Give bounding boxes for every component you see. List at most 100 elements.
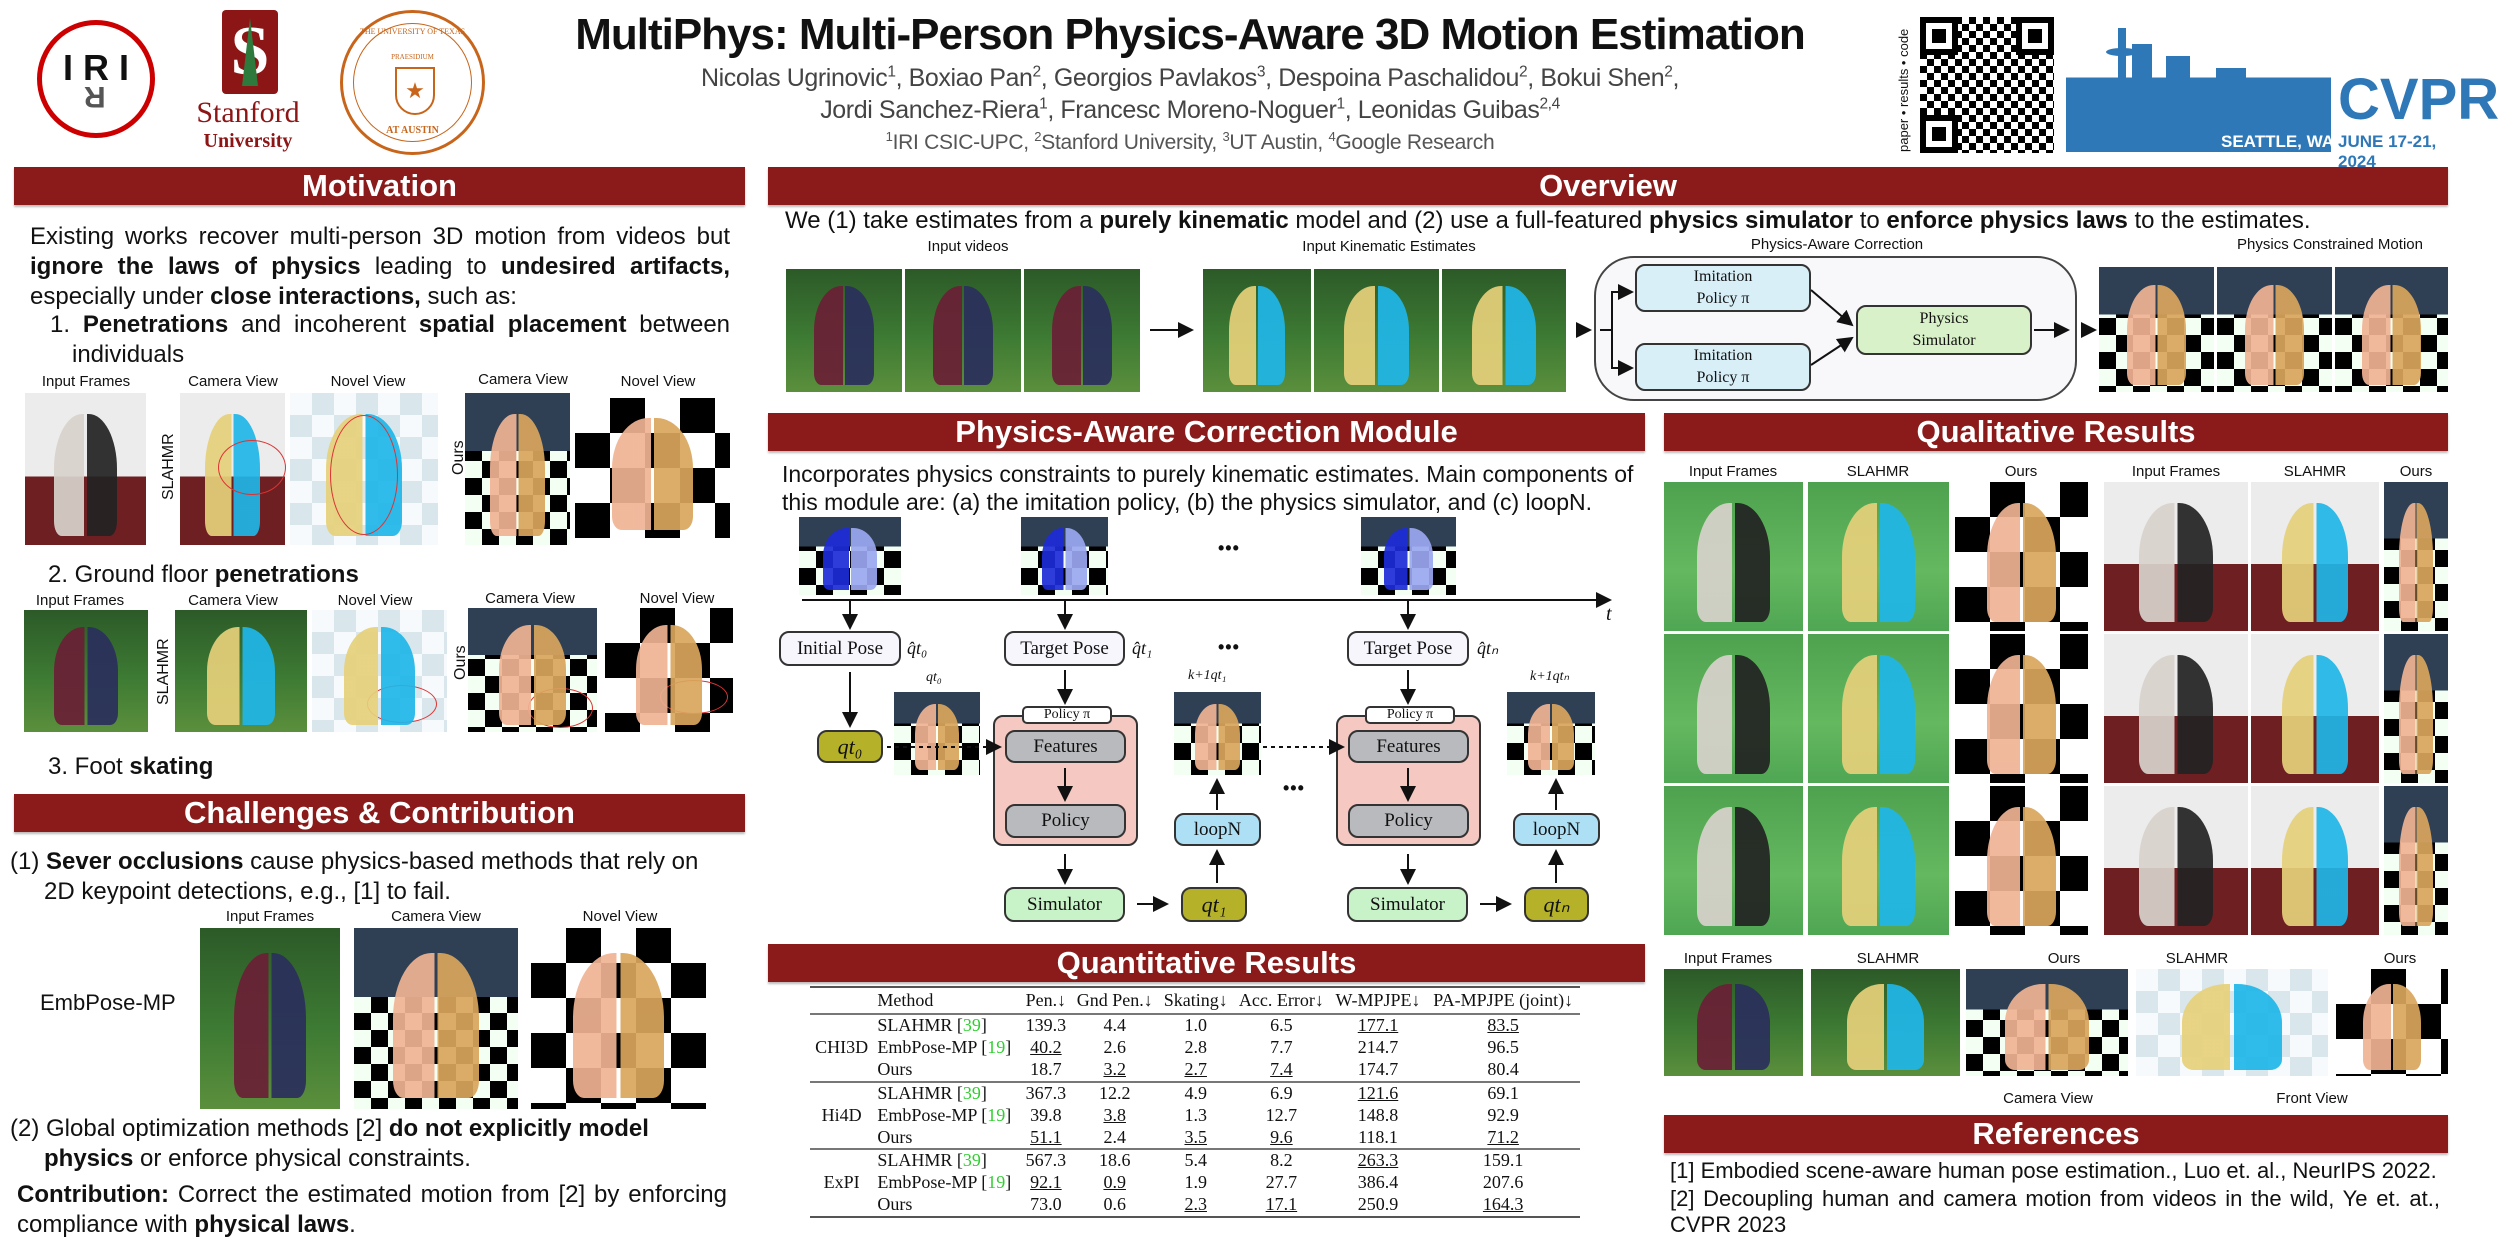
method-cell: Ours (873, 1059, 1020, 1082)
bottom-column-label: Ours (2047, 950, 2081, 967)
value-cell: 2.7 (1184, 1059, 1207, 1080)
value-cell: 96.5 (1487, 1037, 1519, 1058)
value-cell: 367.3 (1025, 1082, 1067, 1103)
column-header (810, 987, 873, 1014)
qualitative-frame (1966, 969, 2128, 1076)
value-cell: 6.5 (1270, 1015, 1293, 1036)
physics-simulator-box: Physics Simulator (1856, 305, 2032, 355)
citation-link[interactable]: 19 (987, 1172, 1006, 1193)
table-row: Ours 18.7 3.2 2.7 7.4 174.7 80.4 (810, 1059, 1580, 1082)
text-segment: undesired artifacts, (500, 253, 731, 280)
dataset-label (810, 1082, 873, 1105)
bottom-column-label: Ours (2383, 950, 2417, 967)
value-cell: 2.3 (1184, 1194, 1207, 1215)
table-row: Ours 73.0 0.6 2.3 17.1 250.9 164.3 (810, 1194, 1580, 1217)
qualitative-frame (2104, 786, 2248, 935)
text-segment: 2 (1664, 63, 1673, 81)
kinematic-estimate-frame (1203, 269, 1311, 392)
citation-link[interactable]: 39 (962, 1150, 981, 1171)
ut-austin-seal: THE UNIVERSITY OF TEXAS PRAESIDIUM ★ AT … (340, 10, 485, 155)
input-video-frame (1024, 269, 1140, 392)
ellipsis: ••• (1218, 637, 1240, 657)
target-frame-n (1361, 517, 1456, 595)
qualitative-frame (2336, 969, 2448, 1076)
text-segment: , Despoina Paschalidou (1265, 64, 1519, 92)
method-name: SLAHMR (877, 1150, 953, 1171)
circle-annotation (218, 440, 286, 495)
qualitative-frame (1808, 786, 1949, 935)
value-cell: 73.0 (1030, 1194, 1062, 1215)
text-segment: (1) (10, 848, 46, 875)
features-box: Features (1005, 730, 1126, 763)
text-segment: (2) Global optimization methods [2] (10, 1115, 389, 1142)
pacm-text: Incorporates physics constraints to pure… (782, 461, 1634, 515)
text-segment: We (1) take estimates from a (785, 207, 1100, 234)
ellipsis: ••• (1283, 778, 1305, 798)
qualitative-frame (1808, 634, 1949, 783)
method-cell: SLAHMR [39] (877, 1082, 987, 1103)
text-segment: 2 (1032, 63, 1042, 81)
results-table: Method Pen.↓ Gnd Pen.↓ Skating↓ Acc. Error↓ W… (810, 986, 1580, 1218)
table-row: SLAHMR [39] 567.3 18.6 5.4 8.2 263.3 159.1 (810, 1149, 1580, 1172)
text-segment: physics simulator (1648, 207, 1854, 234)
citation-link[interactable]: 39 (962, 1015, 981, 1036)
constrained-motion-frame (2099, 267, 2214, 392)
motivation-intro: Existing works recover multi-person 3D m… (30, 222, 730, 312)
text-segment: 1 (885, 129, 893, 144)
citation-link[interactable]: 39 (962, 1082, 981, 1103)
row2-label-input: Input Frames (35, 592, 125, 609)
arrow (1600, 284, 1634, 331)
authors-line-2: Jordi Sanchez-Riera1, Francesc Moreno-No… (500, 96, 1880, 125)
q-tn-box: qtₙ (1524, 887, 1589, 922)
challenge-1: (1) Sever occlusions cause physics-based… (10, 847, 730, 907)
qr-code[interactable] (1920, 17, 2054, 153)
grid-column-label: Ours (2004, 463, 2038, 480)
dataset-label (810, 1127, 873, 1150)
row1-ours-novel (575, 398, 730, 538)
quantitative-header: Quantitative Results (768, 944, 1645, 982)
value-cell: 2.6 (1103, 1037, 1126, 1058)
value-cell: 40.2 (1030, 1037, 1062, 1058)
citation-link[interactable]: 19 (987, 1037, 1006, 1058)
column-header: PA-MPJPE (joint)↓ (1433, 990, 1574, 1010)
method-name: Ours (877, 1194, 913, 1215)
value-cell: 2.4 (1103, 1126, 1126, 1147)
text-segment: and incoherent (228, 311, 419, 338)
qualitative-frame (2384, 482, 2448, 631)
text-segment: , Boxiao Pan (895, 64, 1033, 92)
challenge-2: (2) Global optimization methods [2] do n… (10, 1114, 740, 1174)
iri-logo: R IRI (37, 20, 155, 138)
method-cell: EmbPose-MP [19] (877, 1037, 1012, 1058)
text-segment: 1 (1039, 95, 1048, 113)
policy-box: Policy (1005, 804, 1126, 838)
row2-input-frame (24, 610, 148, 732)
qualitative-frame (1664, 482, 1803, 631)
input-video-frame (786, 269, 902, 392)
qualitative-frame (1811, 969, 1960, 1076)
value-cell: 12.7 (1265, 1104, 1298, 1125)
method-cell: Ours (873, 1194, 1020, 1217)
row2-label-ours-camera: Camera View (485, 590, 575, 607)
text-segment: Existing works recover multi-person 3D m… (30, 223, 730, 250)
value-cell: 139.3 (1025, 1015, 1067, 1036)
value-cell: 1.9 (1184, 1172, 1207, 1193)
qualitative-frame (2251, 786, 2379, 935)
value-cell: 1.0 (1184, 1015, 1207, 1036)
text-segment: . (349, 1211, 356, 1238)
value-cell: 17.1 (1265, 1194, 1298, 1215)
q-hat-t1: q̂t₁ (1132, 638, 1153, 658)
table-row: Hi4D EmbPose-MP [19] 39.8 3.8 1.3 12.7 148.8 92… (810, 1104, 1580, 1127)
grid-column-label: SLAHMR (1846, 463, 1910, 480)
front-view-caption: Front View (2276, 1090, 2348, 1107)
text-segment: IRI CSIC-UPC, (892, 131, 1035, 154)
column-header: Acc. Error↓ (1238, 990, 1324, 1010)
text-segment: close interactions, (210, 283, 421, 310)
grid-column-label: SLAHMR (2283, 463, 2347, 480)
seattle-skyline (2066, 28, 2331, 152)
motivation-item-3: 3. Foot skating (48, 752, 213, 782)
citation-link[interactable]: 19 (987, 1104, 1006, 1125)
qualitative-frame (1955, 786, 2088, 935)
text-segment: Stanford University, (1041, 131, 1223, 154)
value-cell: 3.5 (1184, 1126, 1207, 1147)
value-cell: 118.1 (1358, 1126, 1398, 1147)
